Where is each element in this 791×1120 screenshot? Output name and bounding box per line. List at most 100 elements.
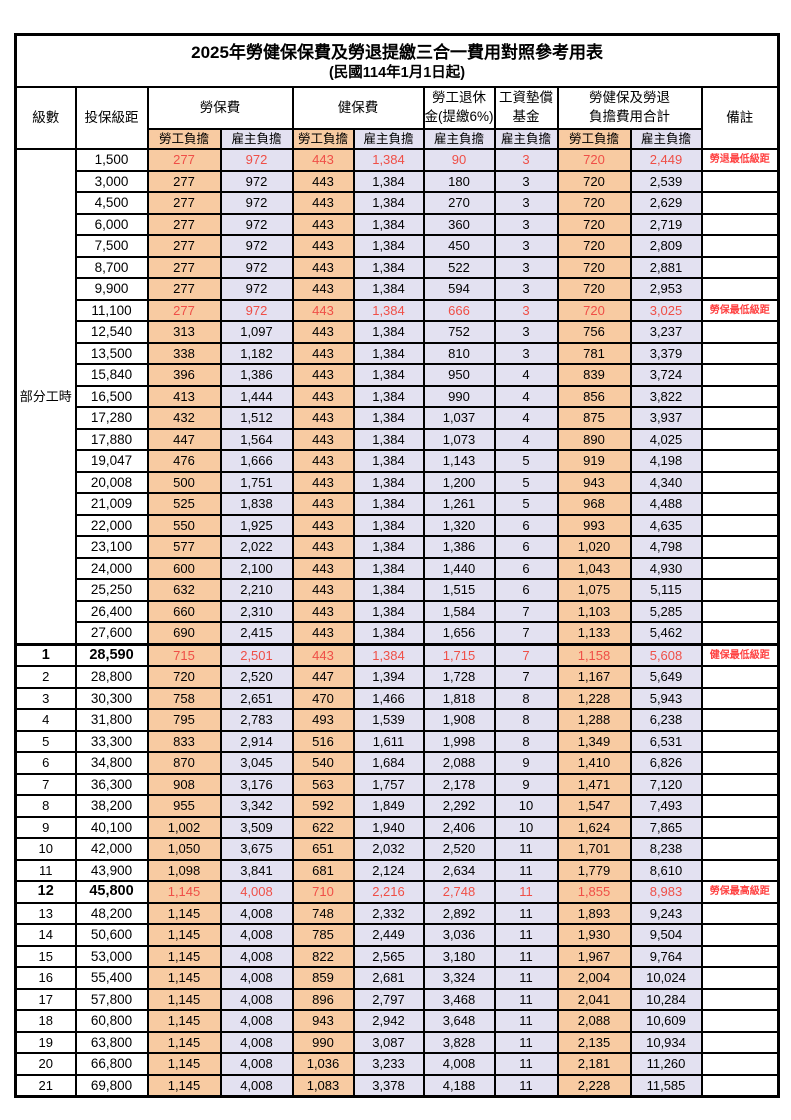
pension-employer-cell: 270 <box>422 191 496 215</box>
health-employer-cell: 1,466 <box>352 686 425 710</box>
pension-employer-cell: 1,584 <box>422 599 496 623</box>
labor-employer-cell: 972 <box>219 169 294 193</box>
remark-cell <box>700 449 780 473</box>
total-employer-cell: 2,809 <box>629 234 703 258</box>
subheader-labor-employee: 勞工負擔 <box>146 128 222 150</box>
labor-employee-cell: 447 <box>146 427 222 451</box>
total-employee-cell: 1,855 <box>556 880 632 904</box>
labor-employer-cell: 4,008 <box>219 1073 294 1098</box>
remark-cell <box>700 427 780 451</box>
level-cell: 13 <box>14 901 77 925</box>
remark-cell <box>700 384 780 408</box>
health-employer-cell: 1,384 <box>352 470 425 494</box>
labor-employee-cell: 1,145 <box>146 944 222 968</box>
remark-cell <box>700 277 780 301</box>
labor-employee-cell: 277 <box>146 148 222 172</box>
bracket-cell: 25,250 <box>74 578 149 602</box>
health-employee-cell: 447 <box>291 665 355 689</box>
pension-employer-cell: 450 <box>422 234 496 258</box>
page-title: 2025年勞健保保費及勞退提繳三合一費用對照參考用表 <box>191 42 603 62</box>
remark-cell <box>700 944 780 968</box>
health-employee-cell: 563 <box>291 772 355 796</box>
health-employee-cell: 443 <box>291 578 355 602</box>
labor-employer-cell: 1,444 <box>219 384 294 408</box>
remark-cell: 健保最低級距 <box>700 642 780 667</box>
total-employer-cell: 7,493 <box>629 794 703 818</box>
pension-employer-cell: 990 <box>422 384 496 408</box>
remark-cell <box>700 255 780 279</box>
wage-fund-employer-cell: 7 <box>493 665 559 689</box>
remark-cell <box>700 686 780 710</box>
total-employer-cell: 4,488 <box>629 492 703 516</box>
pension-employer-cell: 90 <box>422 148 496 172</box>
remark-cell <box>700 708 780 732</box>
table-row: 8,700 277 972 443 1,384 522 3 720 2,881 <box>16 255 780 279</box>
remark-cell <box>700 1073 780 1098</box>
table-row: 27,600 690 2,415 443 1,384 1,656 7 1,133 5,462 <box>16 621 780 645</box>
wage-fund-employer-cell: 11 <box>493 837 559 861</box>
table-row: 4 31,800 795 2,783 493 1,539 1,908 8 1,288 6,238 <box>14 708 780 732</box>
remark-cell: 勞保最低級距 <box>700 298 780 322</box>
table-row: 3,000 277 972 443 1,384 180 3 720 2,539 <box>16 169 780 193</box>
remark-cell <box>700 1052 780 1076</box>
total-employee-cell: 943 <box>556 470 632 494</box>
labor-employee-cell: 1,050 <box>146 837 222 861</box>
remark-cell <box>700 858 780 882</box>
remark-cell <box>700 621 780 645</box>
bracket-cell: 31,800 <box>74 708 149 732</box>
labor-employer-cell: 972 <box>219 148 294 172</box>
pension-employer-cell: 950 <box>422 363 496 387</box>
table-row: 6 34,800 870 3,045 540 1,684 2,088 9 1,410 6,826 <box>14 751 780 775</box>
health-employer-cell: 3,378 <box>352 1073 425 1098</box>
pension-employer-cell: 4,188 <box>422 1073 496 1098</box>
table-row: 18 60,800 1,145 4,008 943 2,942 3,648 11 2,088 10… <box>14 1009 780 1033</box>
level-cell: 2 <box>14 665 77 689</box>
bracket-cell: 50,600 <box>74 923 149 947</box>
total-employee-cell: 2,041 <box>556 987 632 1011</box>
health-employer-cell: 1,384 <box>352 277 425 301</box>
total-employer-cell: 6,826 <box>629 751 703 775</box>
labor-employee-cell: 396 <box>146 363 222 387</box>
table-row: 11,100 277 972 443 1,384 666 3 720 3,025 勞保最低級距 <box>16 298 780 322</box>
health-employee-cell: 681 <box>291 858 355 882</box>
labor-employer-cell: 4,008 <box>219 923 294 947</box>
pension-employer-cell: 1,515 <box>422 578 496 602</box>
bracket-cell: 57,800 <box>74 987 149 1011</box>
labor-employer-cell: 4,008 <box>219 880 294 904</box>
remark-cell <box>700 234 780 258</box>
header-pension-line1: 勞工退休 <box>432 90 486 106</box>
level-cell: 8 <box>14 794 77 818</box>
wage-fund-employer-cell: 11 <box>493 944 559 968</box>
health-employee-cell: 622 <box>291 815 355 839</box>
wage-fund-employer-cell: 3 <box>493 169 559 193</box>
total-employer-cell: 10,284 <box>629 987 703 1011</box>
health-employer-cell: 2,681 <box>352 966 425 990</box>
bracket-cell: 69,800 <box>74 1073 149 1098</box>
fee-reference-table: 2025年勞健保保費及勞退提繳三合一費用對照參考用表 (民國114年1月1日起)… <box>14 33 781 1098</box>
total-employee-cell: 1,288 <box>556 708 632 732</box>
labor-employee-cell: 550 <box>146 513 222 537</box>
total-employer-cell: 3,237 <box>629 320 703 344</box>
remark-cell <box>700 901 780 925</box>
total-employer-cell: 10,609 <box>629 1009 703 1033</box>
pension-employer-cell: 3,648 <box>422 1009 496 1033</box>
labor-employee-cell: 1,145 <box>146 1009 222 1033</box>
wage-fund-employer-cell: 6 <box>493 578 559 602</box>
health-employer-cell: 1,384 <box>352 556 425 580</box>
header-remark: 備註 <box>700 86 780 150</box>
total-employee-cell: 1,133 <box>556 621 632 645</box>
bracket-cell: 12,540 <box>74 320 149 344</box>
pension-employer-cell: 3,828 <box>422 1030 496 1054</box>
total-employer-cell: 3,822 <box>629 384 703 408</box>
header-wage-fund-line1: 工資墊償 <box>499 90 553 106</box>
bracket-cell: 45,800 <box>74 880 149 904</box>
bracket-cell: 9,900 <box>74 277 149 301</box>
header-labor-insurance: 勞保費 <box>146 86 294 130</box>
labor-employee-cell: 690 <box>146 621 222 645</box>
labor-employee-cell: 1,145 <box>146 987 222 1011</box>
health-employer-cell: 2,449 <box>352 923 425 947</box>
page-subtitle: (民國114年1月1日起) <box>328 65 466 82</box>
labor-employee-cell: 795 <box>146 708 222 732</box>
total-employer-cell: 4,798 <box>629 535 703 559</box>
health-employer-cell: 1,384 <box>352 320 425 344</box>
